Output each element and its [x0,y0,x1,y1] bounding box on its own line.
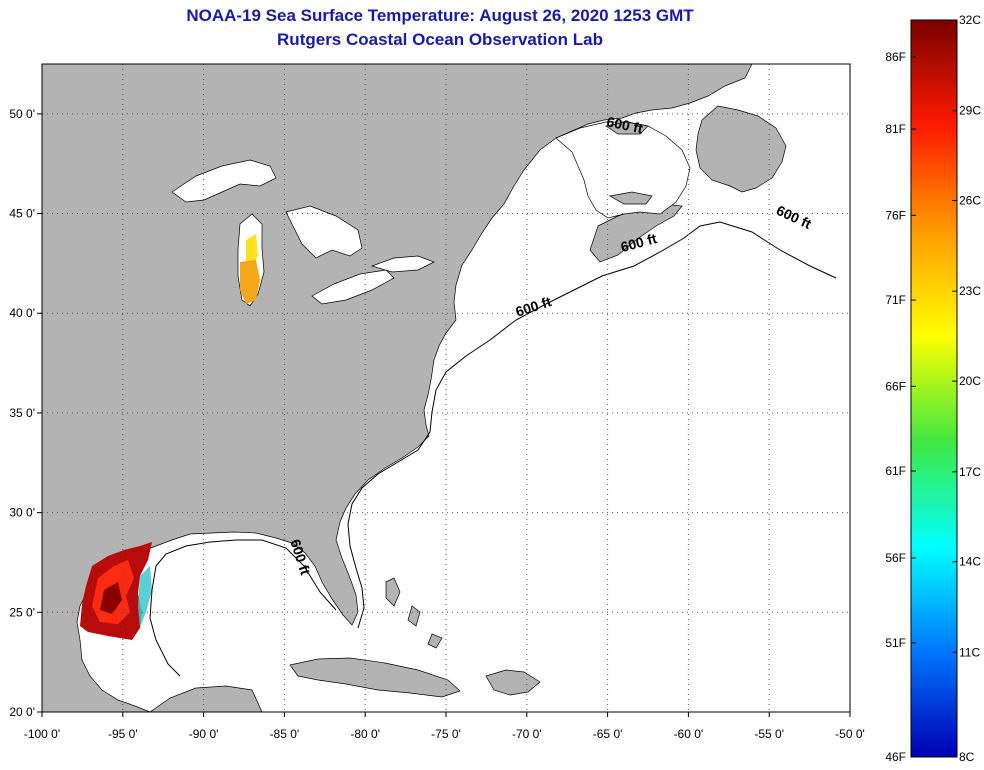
sst-patch-cool-edge [138,566,152,628]
lake-erie [311,269,395,305]
sst-patch-dark [100,582,122,614]
y-tick-label: 50 0' [9,107,35,121]
y-tick-label: 45 0' [9,207,35,221]
colorbar-c-label: 17C [959,465,981,479]
bahamas-island [407,605,421,627]
x-tick-label: -65 0' [593,727,623,741]
sst-data-gulf-of-mexico [80,542,152,640]
y-tick-label: 35 0' [9,406,35,420]
isobath-600ft [347,221,837,629]
colorbar-c-label: 26C [959,194,981,208]
y-tick-label: 30 0' [9,506,35,520]
colorbar-f-label: 71F [885,293,906,307]
colorbar-c-label: 32C [959,13,981,27]
map-title: NOAA-19 Sea Surface Temperature: August … [186,6,694,25]
colorbar-celsius-labels: 32C 29C 26C 23C 20C 17C 14C 11C 8C [952,13,981,764]
x-tick-label: -55 0' [754,727,784,741]
colorbar-f-label: 56F [885,551,906,565]
x-tick-label: -85 0' [270,727,300,741]
lake-ontario [370,255,435,273]
colorbar-f-label: 86F [885,50,906,64]
colorbar-c-label: 11C [959,645,980,659]
map-subtitle: Rutgers Coastal Ocean Observation Lab [277,30,603,49]
x-tick-label: -80 0' [350,727,380,741]
newfoundland-land [695,105,787,193]
x-tick-label: -60 0' [674,727,704,741]
cuba-land [289,657,461,698]
x-tick-label: -100 0' [24,727,60,741]
colorbar-f-label: 66F [885,379,906,393]
x-tick-label: -95 0' [108,727,138,741]
yucatan-land [149,685,263,712]
prince-edward-island [608,191,653,205]
longitude-axis: -100 0' -95 0' -90 0' -85 0' -80 0' -75 0' -70… [24,712,865,741]
temperature-colorbar: 86F 81F 76F 71F 66F 61F 56F 51F 46F 32C 29C 26C 23C… [885,13,981,764]
colorbar-c-label: 20C [959,374,981,388]
colorbar-f-label: 81F [885,122,906,136]
sst-patch-lake-yellow [246,234,258,266]
lake-huron [285,205,363,259]
colorbar-gradient [910,19,958,758]
bahamas-island [427,633,443,649]
y-tick-label: 25 0' [9,605,35,619]
isobath-600ft-gulf [149,539,337,677]
colorbar-f-label: 76F [885,208,906,222]
sst-data-lake-michigan [240,234,260,304]
y-tick-label: 20 0' [9,705,35,719]
lake-superior [171,159,277,203]
x-tick-label: -50 0' [835,727,865,741]
anticosti-island [605,121,649,135]
lat-lon-grid [42,64,850,712]
colorbar-f-label: 61F [885,464,906,478]
contour-label-600ft: 600 ft [605,113,644,136]
x-tick-label: -70 0' [512,727,542,741]
bahamas-island [385,577,401,607]
x-tick-label: -75 0' [431,727,461,741]
y-tick-label: 40 0' [9,306,35,320]
colorbar-f-label: 46F [885,750,906,764]
colorbar-c-label: 29C [959,104,981,118]
sst-patch-lake-orange [240,260,260,304]
x-tick-label: -90 0' [189,727,219,741]
colorbar-fahrenheit-labels: 86F 81F 76F 71F 66F 61F 56F 51F 46F [885,50,916,764]
colorbar-c-label: 8C [959,750,975,764]
hispaniola-land [485,669,541,696]
colorbar-c-label: 14C [959,555,981,569]
colorbar-c-label: 23C [959,284,981,298]
colorbar-f-label: 51F [885,636,906,650]
latitude-axis: 20 0' 25 0' 30 0' 35 0' 40 0' 45 0' 50 0' [9,107,42,719]
